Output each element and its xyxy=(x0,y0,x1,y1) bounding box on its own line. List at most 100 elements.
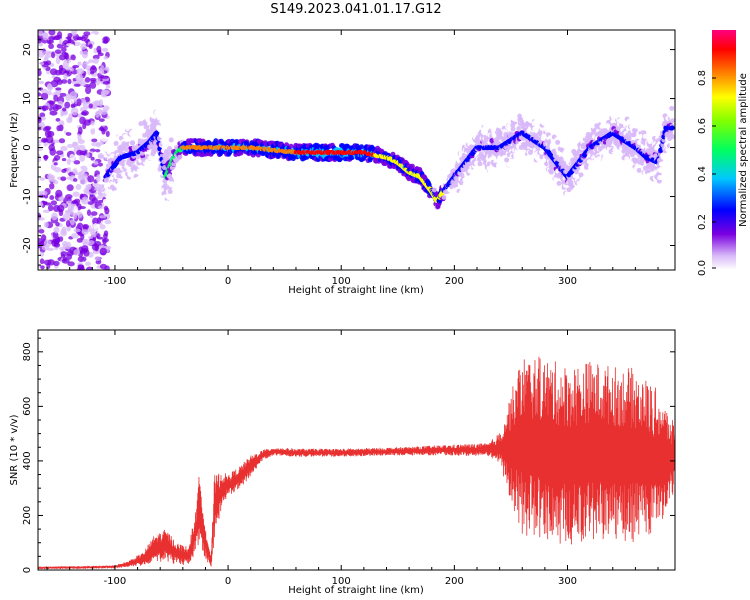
spectrogram-cell xyxy=(593,165,599,171)
spectrogram-cell xyxy=(649,171,655,177)
spectrogram-cell xyxy=(113,140,119,146)
spectrogram-cell xyxy=(467,168,473,174)
spectrogram-cell xyxy=(84,77,91,83)
spectrogram-cell xyxy=(98,99,104,107)
snr-y-tick-label: 600 xyxy=(22,397,33,416)
spectrogram-cell xyxy=(537,164,543,170)
spectrogram-cell xyxy=(60,176,67,181)
spectrogram-cell xyxy=(210,149,216,155)
spectrogram-cell xyxy=(600,121,606,127)
spectrogram-cell xyxy=(45,60,52,66)
spectrogram-cell xyxy=(161,144,167,150)
spectrogram-cell xyxy=(53,162,58,166)
spectrogram-cell xyxy=(53,260,60,267)
spectrogram-cell xyxy=(71,232,79,239)
colorbar-ticks: 0.0 0.2 0.4 0.6 0.8 xyxy=(697,70,716,276)
spectrogram-cell xyxy=(91,197,98,204)
spectrogram-cell xyxy=(88,59,95,63)
spectrogram-y-tick-label: 20 xyxy=(22,43,33,56)
spectrogram-cell xyxy=(67,203,75,212)
spectrogram-cell xyxy=(97,49,102,55)
spectrogram-cell xyxy=(73,178,78,182)
spectrogram-cell xyxy=(103,56,109,60)
spectrogram-cell xyxy=(72,211,78,220)
spectrogram-cell xyxy=(102,238,107,245)
spectrogram-cell xyxy=(103,230,109,237)
spectrogram-cell xyxy=(657,175,663,181)
spectrogram-cell xyxy=(156,115,162,121)
spectrogram-y-tick-label: 0 xyxy=(22,144,33,150)
spectrogram-cell xyxy=(167,189,173,195)
spectrogram-cell xyxy=(66,158,71,165)
spectrogram-cell xyxy=(68,113,73,121)
spectrogram-cell xyxy=(94,244,99,252)
spectrogram-cell xyxy=(87,201,94,205)
spectrogram-cell xyxy=(89,81,97,89)
spectrogram-cell xyxy=(64,126,71,133)
spectrogram-cell xyxy=(38,201,44,208)
spectrogram-cell xyxy=(38,237,43,245)
spectrogram-cell xyxy=(77,256,85,263)
spectrogram-cell xyxy=(359,144,365,150)
snr-x-tick-label: 200 xyxy=(445,576,464,587)
spectrogram-cell xyxy=(102,89,111,95)
spectrogram-cell xyxy=(580,176,586,182)
spectrogram-cell xyxy=(101,136,108,142)
spectrogram-cell xyxy=(130,140,136,146)
spectrogram-cell xyxy=(96,217,102,224)
spectrogram-cell xyxy=(81,34,89,39)
spectrogram-cell xyxy=(626,137,632,143)
spectrogram-cell xyxy=(73,83,81,87)
spectrogram-cell xyxy=(79,116,86,125)
spectrogram-cell xyxy=(152,113,158,119)
spectrogram-cell xyxy=(637,126,643,132)
spectrogram-cell xyxy=(600,143,606,149)
spectrogram-cell xyxy=(38,228,45,234)
spectrogram-cell xyxy=(70,107,79,116)
spectrogram-cell xyxy=(60,145,68,152)
spectrogram-cell xyxy=(90,120,95,126)
spectrogram-cell xyxy=(510,126,516,132)
spectrogram-cell xyxy=(105,163,111,169)
spectrogram-cell xyxy=(105,130,110,138)
spectrogram-cell xyxy=(61,258,70,264)
spectrogram-cell xyxy=(97,154,106,158)
spectrogram-cell xyxy=(40,265,45,270)
spectrogram-cell xyxy=(137,176,143,182)
snr-panel: -100 0 100 200 300 0 200 400 600 800 Height of st… xyxy=(9,329,676,596)
spectrogram-cell xyxy=(70,219,75,226)
spectrogram-cell xyxy=(48,36,55,42)
spectrogram-cell xyxy=(97,205,104,210)
spectrogram-cell xyxy=(91,138,98,143)
spectrogram-cell xyxy=(102,40,109,44)
spectrogram-cell xyxy=(38,69,42,77)
spectrogram-cell xyxy=(43,50,52,55)
spectrogram-cell xyxy=(95,148,101,153)
spectrogram-cell xyxy=(99,247,107,256)
spectrogram-cell xyxy=(49,182,55,190)
spectrogram-cell xyxy=(38,226,42,230)
snr-x-label: Height of straight line (km) xyxy=(288,585,424,596)
snr-x-tick-label: 300 xyxy=(558,576,577,587)
colorbar-tick-label: 0.4 xyxy=(697,166,708,182)
spectrogram-cell xyxy=(57,204,65,213)
spectrogram-cell xyxy=(90,156,95,161)
spectrogram-cell xyxy=(61,157,67,162)
spectrogram-cell xyxy=(45,135,54,144)
spectrogram-cell xyxy=(53,242,61,248)
spectrogram-cell xyxy=(66,43,73,47)
spectrogram-cell xyxy=(62,243,69,250)
spectrogram-cell xyxy=(39,112,46,118)
spectrogram-cell xyxy=(73,160,81,165)
spectrogram-cell xyxy=(650,181,656,187)
spectrogram-cell xyxy=(91,231,97,238)
spectrogram-cell xyxy=(54,49,62,54)
spectrogram-cell xyxy=(629,119,635,125)
spectrogram-cell xyxy=(541,121,547,127)
spectrogram-cell xyxy=(100,64,105,73)
spectrogram-cell xyxy=(459,172,465,178)
spectrogram-cell xyxy=(138,121,144,127)
spectrogram-cell xyxy=(604,158,610,164)
spectrogram-cell xyxy=(70,54,76,61)
spectrogram-cell xyxy=(669,105,675,111)
